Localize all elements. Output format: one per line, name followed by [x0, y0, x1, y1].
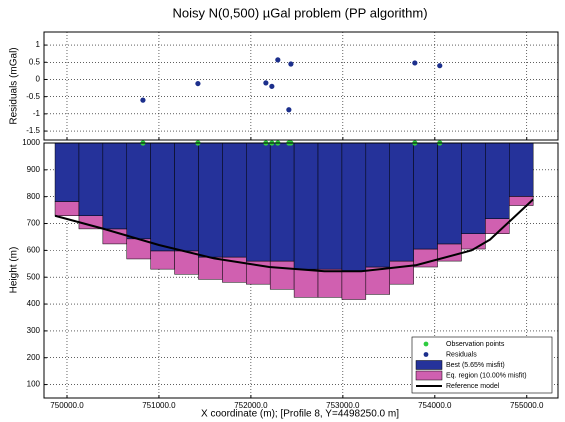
best-block: [509, 142, 534, 197]
residual-point: [286, 107, 292, 113]
y-tick-label: 200: [27, 353, 41, 362]
best-block: [389, 142, 414, 262]
y-axis-label: Residuals (mGal): [9, 47, 20, 124]
y-tick-label: 400: [27, 299, 41, 308]
residual-point: [263, 80, 269, 86]
y-tick-label: 300: [27, 326, 41, 335]
eq-region-block: [509, 196, 534, 206]
legend-label: Best (5.65% misfit): [446, 362, 505, 369]
y-tick-label: 600: [27, 245, 41, 254]
legend-marker: [415, 370, 443, 381]
best-block: [174, 142, 199, 252]
best-block: [413, 142, 438, 250]
best-block: [102, 142, 128, 230]
reference-model: [54, 198, 534, 273]
residual-point: [288, 61, 294, 67]
y-tick-label: 0.5: [29, 57, 41, 66]
best-block: [78, 142, 104, 216]
y-tick-label: 500: [27, 272, 41, 281]
best-block: [126, 142, 151, 240]
eq-region-block: [341, 270, 367, 300]
legend-marker: [415, 360, 443, 370]
x-tick-label: 754000.0: [418, 401, 452, 410]
y-tick-label: 700: [27, 219, 41, 228]
y-axis-label: Height (m): [9, 247, 20, 294]
residual-point: [195, 80, 201, 87]
eq-region-block: [389, 260, 414, 285]
x-tick-label: 753000.0: [326, 401, 360, 410]
y-tick-label: 1000: [22, 138, 40, 147]
x-axis-label: X coordinate (m); [Profile 8, Y=4498250.…: [201, 409, 399, 420]
best-block: [293, 142, 319, 270]
best-block: [341, 142, 367, 272]
eq-region-block: [269, 260, 295, 290]
best-block: [150, 142, 175, 252]
residual-point: [275, 57, 281, 63]
best-block: [269, 142, 295, 262]
y-tick-label: -1: [33, 109, 41, 118]
plot-area: [44, 32, 558, 140]
x-tick-label: 750000.0: [50, 401, 84, 410]
residual-point: [437, 63, 443, 69]
legend-label: Residuals: [446, 351, 477, 358]
x-tick-label: 751000.0: [142, 401, 176, 410]
residual-point: [412, 60, 418, 66]
eq-region-block: [150, 250, 175, 270]
x-tick-label: 755000.0: [510, 401, 544, 410]
residual-point: [140, 97, 146, 103]
legend-label: Eq. region (10.00% misfit): [446, 372, 527, 379]
eq-region-block: [317, 268, 343, 298]
eq-region-block: [293, 268, 319, 298]
best-block: [461, 142, 486, 234]
chart-title: Noisy N(0,500) µGal problem (PP algorith…: [172, 5, 427, 20]
legend-marker: [423, 341, 429, 347]
x-tick-label: 752000.0: [234, 401, 268, 410]
plot-frame: [43, 142, 559, 399]
residual-point: [269, 83, 275, 89]
legend-label: Observation points: [446, 341, 505, 348]
best-block: [198, 142, 223, 258]
best-block: [317, 142, 343, 270]
eq-region-block: [54, 201, 80, 216]
y-tick-label: 100: [27, 380, 41, 389]
best-block: [485, 142, 510, 219]
best-block: [437, 142, 462, 245]
legend-label: Reference model: [446, 383, 500, 390]
y-tick-label: -0.5: [26, 92, 40, 101]
eq-region-block: [461, 233, 486, 250]
best-block: [54, 142, 80, 202]
best-block: [365, 142, 390, 268]
best-block: [222, 142, 247, 258]
legend-marker: [423, 352, 429, 357]
y-tick-label: 800: [27, 192, 41, 201]
plot-frame: [43, 31, 559, 141]
y-tick-label: 0: [36, 75, 41, 84]
eq-region-block: [198, 256, 223, 280]
best-block: [246, 142, 271, 262]
y-tick-label: -1.5: [26, 126, 40, 135]
y-tick-label: 900: [27, 165, 41, 174]
y-tick-label: 1: [36, 40, 41, 49]
